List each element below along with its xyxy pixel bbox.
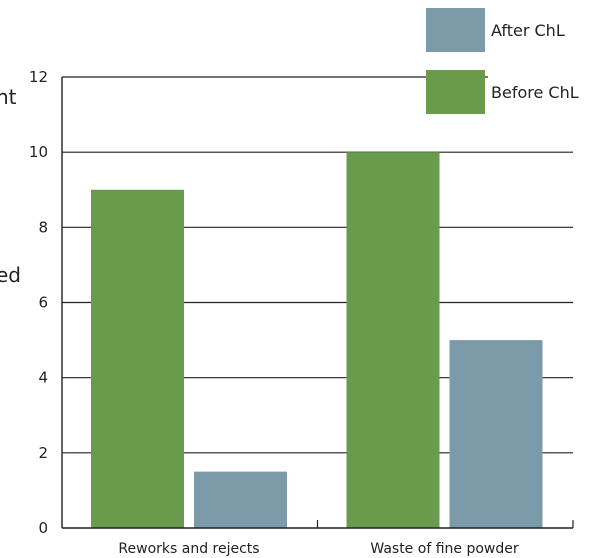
legend: After ChL Before ChL: [426, 8, 593, 114]
x-tick-label: Reworks and rejects: [118, 541, 259, 557]
y-tick-label: 0: [38, 519, 48, 537]
legend-text-bg: [488, 66, 593, 114]
x-tick-label: Waste of fine powder: [370, 541, 518, 557]
y-tick-label: 6: [38, 294, 48, 312]
legend-label: Before ChL: [491, 83, 579, 102]
bars: [91, 152, 543, 528]
y-tick-label: 2: [38, 444, 48, 462]
x-tick-labels: Reworks and rejects Waste of fine powder: [118, 541, 518, 557]
bar-before-chl: [91, 189, 184, 528]
bar-after-chl: [194, 471, 287, 528]
legend-label: After ChL: [491, 21, 565, 40]
legend-swatch: [426, 70, 485, 114]
y-axis-label-fragments: nt ed: [0, 85, 21, 287]
y-tick-labels: 0 2 4 6 8 10 12: [29, 68, 48, 537]
y-tick-label: 12: [29, 68, 48, 86]
y-axis-label-fragment: ed: [0, 263, 21, 287]
y-tick-label: 8: [38, 218, 48, 236]
y-axis-label-fragment: nt: [0, 85, 17, 109]
y-tick-label: 10: [29, 143, 48, 161]
bar-before-chl: [346, 152, 440, 528]
axes: [61, 77, 574, 529]
y-tick-label: 4: [38, 369, 48, 387]
bar-after-chl: [449, 340, 543, 528]
legend-swatch: [426, 8, 485, 52]
